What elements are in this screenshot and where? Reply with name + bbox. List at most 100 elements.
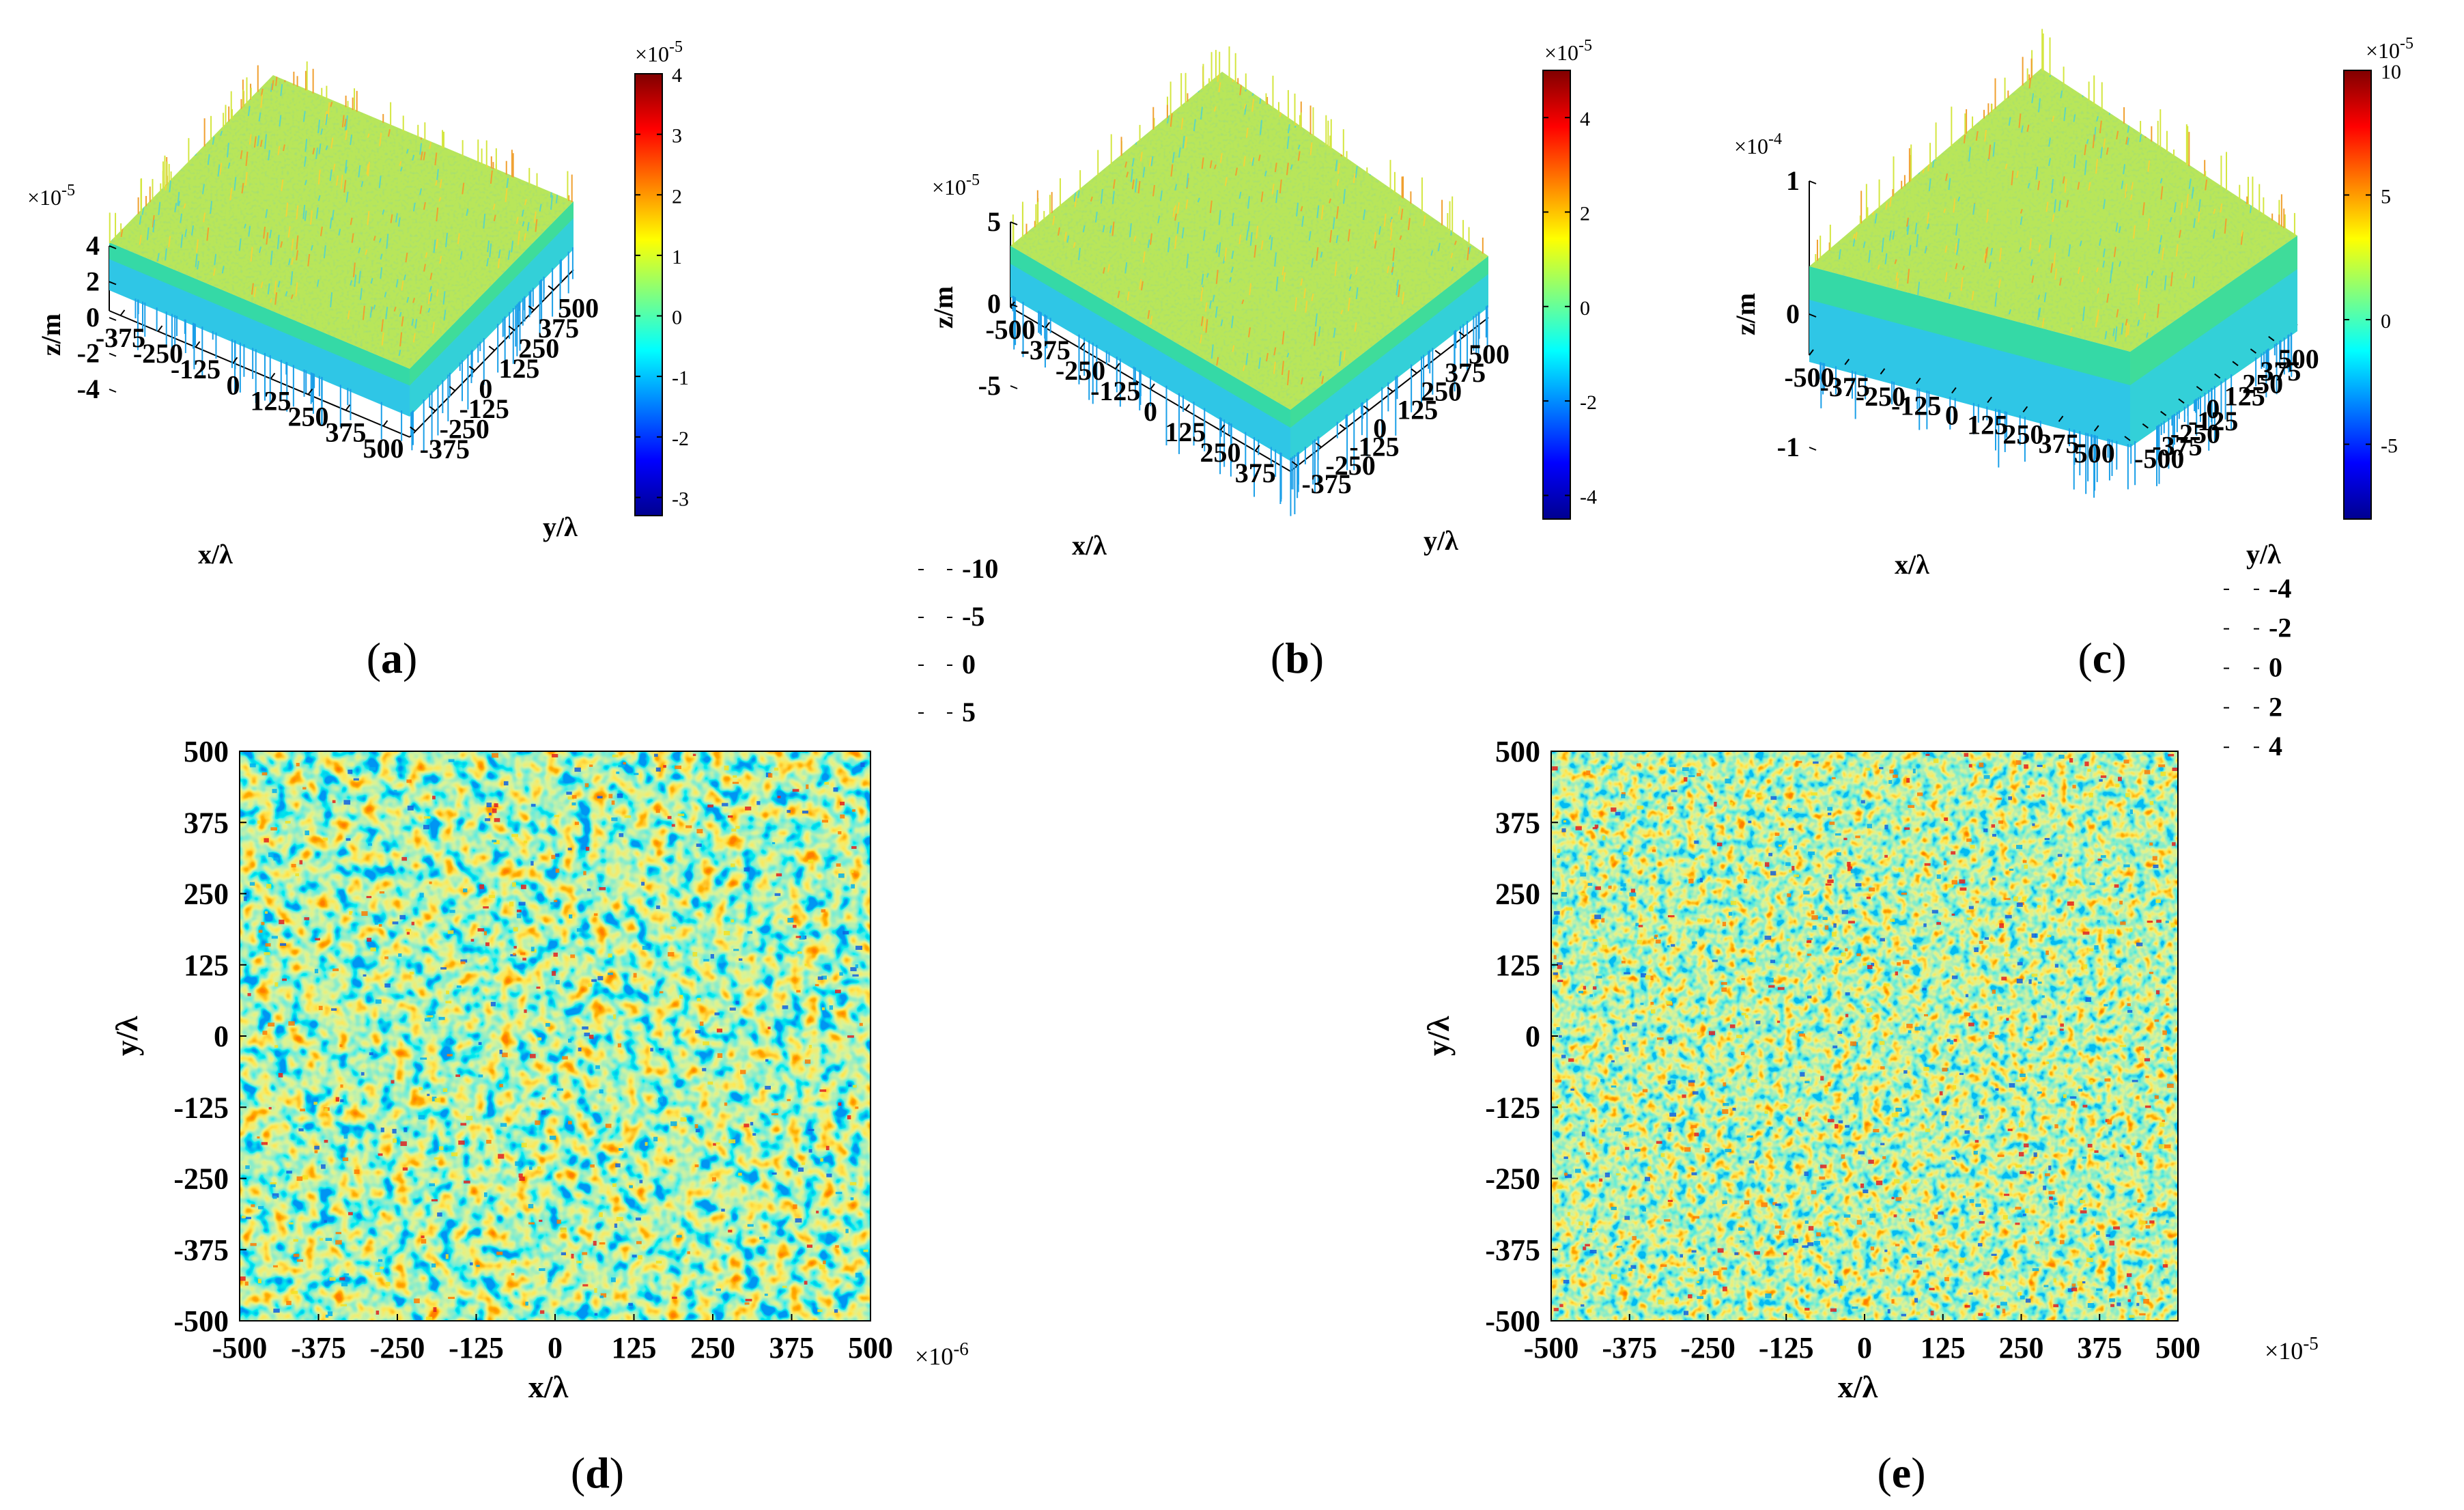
heatmap-speckle [852, 809, 855, 812]
heatmap-speckle [653, 1136, 658, 1142]
heatmap-speckle [406, 929, 412, 932]
heatmap-speckle [2083, 1207, 2086, 1210]
heatmap-speckle [1599, 1178, 1603, 1182]
heatmap-speckle [2100, 775, 2107, 779]
heatmap-speckle [2045, 950, 2049, 955]
heatmap-speckle [787, 1099, 791, 1102]
heatmap-speckle [524, 840, 528, 843]
heatmap-speckle [836, 863, 841, 867]
heatmap-speckle [257, 1205, 264, 1210]
heatmap-speckle [1585, 1152, 1590, 1155]
heatmap-speckle [349, 912, 352, 915]
heatmap-speckle [1879, 1041, 1885, 1045]
heatmap-speckle [2054, 1202, 2058, 1205]
heatmap-speckle [2082, 932, 2090, 935]
heatmap-speckle [1713, 1271, 1719, 1276]
heatmap-speckle [593, 1240, 597, 1246]
heatmap-speckle [1770, 960, 1776, 964]
heatmap-speckle [855, 964, 859, 968]
heatmap-speckle [815, 983, 819, 987]
heatmap-speckle [591, 979, 597, 982]
heatmap-speckle [584, 783, 589, 787]
heatmap-speckle [1729, 1024, 1736, 1029]
heatmap-speckle [1798, 1117, 1802, 1121]
heatmap-speckle [285, 820, 291, 824]
heatmap-speckle [574, 767, 581, 772]
x-tick-mark [2022, 406, 2028, 413]
heatmap-speckle [1697, 918, 1703, 922]
heatmap-speckle [1975, 900, 1979, 904]
heatmap-speckle [574, 822, 579, 825]
heatmap-speckle [2115, 783, 2120, 787]
heatmap-speckle [1841, 952, 1846, 957]
heatmap-speckle [1985, 1312, 1990, 1316]
heatmap-speckle [1743, 878, 1748, 884]
heatmap-speckle [264, 911, 268, 914]
y-axis-label: y/λ [2246, 539, 2281, 570]
heatmap-speckle [1991, 1253, 1997, 1256]
heatmap-speckle [1912, 945, 1916, 949]
heatmap-speckle [853, 1085, 857, 1088]
y-tick-mark [2196, 386, 2203, 391]
heatmap-speckle [1751, 1079, 1757, 1083]
heatmap-speckle [1827, 1082, 1831, 1087]
heatmap-speckle [735, 1001, 739, 1005]
heatmap-speckle [1684, 777, 1688, 782]
y-tick-mark [528, 305, 535, 311]
heatmap-speckle [536, 986, 541, 989]
heatmap-speckle [2022, 897, 2027, 902]
y-tick-label: -500 [2134, 443, 2184, 474]
heatmap-speckle [1983, 828, 1988, 833]
heatmap-speckle [733, 775, 737, 778]
heatmap-speckle [2059, 1240, 2065, 1244]
heatmap-speckle [1660, 1153, 1665, 1158]
heatmap-speckle [1669, 764, 1676, 768]
heatmap-speckle [343, 1273, 350, 1276]
heatmap-speckle [2086, 1257, 2093, 1262]
heatmap-speckle [2136, 1153, 2142, 1158]
heatmap-speckle [1552, 919, 1558, 925]
heatmap-speckle [1906, 778, 1910, 783]
heatmap-speckle [2047, 934, 2052, 938]
heatmap-speckle [1875, 1180, 1883, 1186]
heatmap-speckle [2078, 1089, 2083, 1092]
heatmap-speckle [2000, 1286, 2007, 1290]
heatmap-speckle [1690, 1125, 1697, 1128]
heatmap-speckle [1811, 792, 1817, 796]
heatmap-speckle [1602, 835, 1606, 841]
heatmap-speckle [2089, 882, 2095, 886]
heatmap-speckle [431, 1263, 436, 1268]
colorbar-tick-label: 5 [2381, 186, 2391, 208]
heatmap-speckle [1559, 1035, 1562, 1038]
heatmap-speckle [1764, 1110, 1768, 1114]
heatmap-speckle [451, 1152, 458, 1157]
heatmap-speckle [522, 957, 526, 961]
heatmap-speckle [599, 1242, 606, 1245]
heatmap-speckle [1704, 1147, 1710, 1153]
heatmap-speckle [2071, 1287, 2078, 1291]
heatmap-speckle [380, 1266, 384, 1270]
heatmap-speckle [1841, 1154, 1845, 1159]
heatmap-speckle [2002, 1309, 2006, 1314]
heatmap-speckle [1931, 910, 1938, 914]
x-tick-label: 125 [251, 385, 292, 416]
heatmap-speckle [2054, 964, 2059, 968]
heatmap-speckle [1624, 972, 1630, 975]
x-tick-label: 125 [1921, 1331, 1966, 1365]
heatmap-speckle [696, 843, 702, 848]
heatmap-speckle [2045, 1173, 2050, 1177]
y-tick-label: 0 [214, 1020, 229, 1053]
heatmap-speckle [1758, 861, 1761, 866]
y-tick-label: 0 [2206, 393, 2220, 424]
y-tick-mark [2250, 348, 2257, 354]
heatmap-speckle [1904, 827, 1910, 830]
heatmap-speckle [332, 968, 339, 972]
heatmap-speckle [1959, 1257, 1967, 1261]
heatmap-speckle [354, 1169, 360, 1174]
heatmap-speckle [2159, 1122, 2165, 1127]
heatmap-speckle [1671, 944, 1675, 947]
colorbar-tick-label: 0 [672, 307, 682, 329]
heatmap-speckle [1748, 820, 1752, 824]
heatmap-speckle [1836, 852, 1841, 856]
